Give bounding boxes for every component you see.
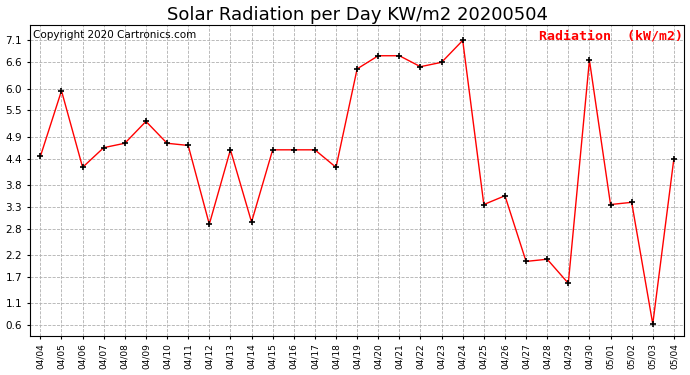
Title: Solar Radiation per Day KW/m2 20200504: Solar Radiation per Day KW/m2 20200504 [166,6,548,24]
Text: Radiation  (kW/m2): Radiation (kW/m2) [539,30,683,43]
Text: Copyright 2020 Cartronics.com: Copyright 2020 Cartronics.com [33,30,197,40]
